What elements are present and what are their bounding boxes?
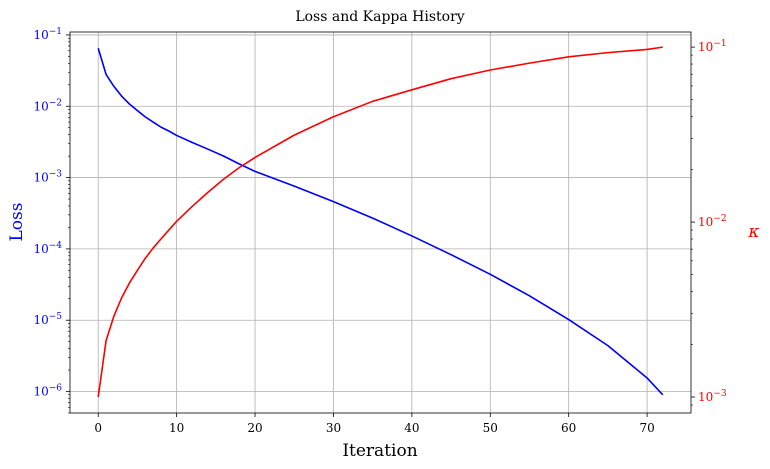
- x-tick-label: 50: [483, 421, 498, 435]
- x-tick-label: 60: [561, 421, 576, 435]
- x-tick-label: 10: [169, 421, 184, 435]
- x-tick-label: 70: [639, 421, 654, 435]
- right-axis-label: κ: [747, 222, 759, 242]
- x-tick-label: 20: [247, 421, 262, 435]
- x-axis-label: Iteration: [342, 441, 417, 461]
- chart-title: Loss and Kappa History: [295, 9, 464, 25]
- x-tick-label: 30: [326, 421, 341, 435]
- x-tick-label: 0: [94, 421, 102, 435]
- left-axis-label: Loss: [7, 203, 27, 242]
- x-tick-label: 40: [404, 421, 419, 435]
